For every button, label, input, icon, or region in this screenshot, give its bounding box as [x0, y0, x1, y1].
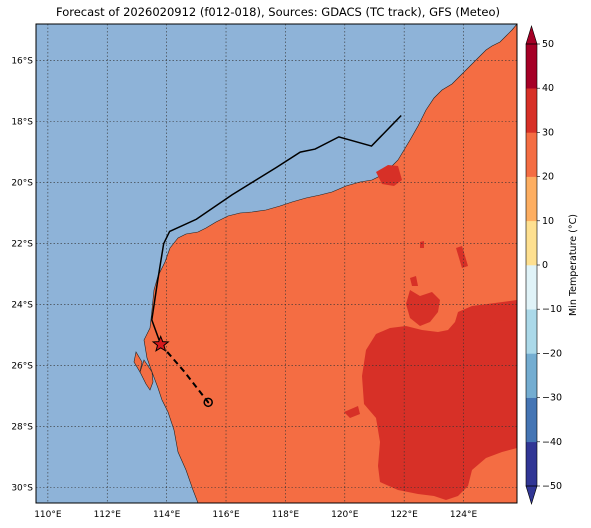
lon-tick-label: 122°E — [390, 510, 418, 520]
colorbar-tick-label: 20 — [542, 172, 554, 183]
lon-tick-label: 110°E — [34, 510, 62, 520]
storm-track — [151, 115, 402, 408]
hot-region-inland — [362, 300, 517, 500]
colorbar-segment — [526, 397, 537, 443]
forecast-end-marker — [203, 397, 213, 408]
current-position-star-icon — [151, 335, 170, 352]
hot-patch — [376, 165, 402, 186]
colorbar-segment — [526, 441, 537, 487]
colorbar-segment — [526, 44, 537, 89]
observed-track-line — [151, 115, 402, 345]
forecast-track-line — [159, 343, 209, 403]
colorbar-tick-label: 50 — [542, 39, 554, 50]
colorbar-tick-label: −20 — [542, 348, 562, 359]
lat-tick-label: 20°S — [11, 179, 33, 189]
colorbar-segment — [526, 265, 537, 310]
colorbar-tick-label: 10 — [542, 216, 554, 227]
hot-patch — [490, 320, 517, 330]
lat-tick-label: 30°S — [11, 484, 33, 494]
colorbar-label: Min Temperature (°C) — [568, 214, 579, 316]
colorbar-tick-label: −30 — [542, 393, 562, 404]
lat-tick-label: 26°S — [11, 362, 33, 372]
colorbar-segment — [526, 220, 537, 266]
colorbar-segment — [526, 309, 537, 354]
lon-tick-label: 114°E — [153, 510, 181, 520]
colorbar: 50 40 30 20 10 0 −10 −20 −30 −40 −50 Min Temperatur… — [525, 24, 579, 506]
hot-patch — [410, 276, 418, 286]
map-frame — [35, 23, 518, 504]
lon-tick-label: 124°E — [450, 510, 478, 520]
colorbar-tick-label: 0 — [542, 260, 548, 271]
forecast-end-dot — [207, 401, 210, 404]
axis-ticks: 110°E 112°E 114°E 116°E 118°E 120°E 122°E 124°E… — [11, 57, 477, 520]
hot-patch — [456, 246, 468, 268]
colorbar-tick-label: −40 — [542, 437, 562, 448]
graticule — [36, 24, 517, 503]
colorbar-tick-label: 30 — [542, 127, 554, 138]
lat-tick-label: 22°S — [11, 240, 33, 250]
lat-tick-label: 16°S — [11, 57, 33, 67]
hot-patch — [406, 290, 440, 326]
colorbar-tick-label: 40 — [542, 83, 554, 94]
lon-tick-label: 120°E — [331, 510, 359, 520]
colorbar-segment — [526, 132, 537, 177]
colorbar-tick-label: −10 — [542, 304, 562, 315]
hot-patch — [344, 406, 360, 418]
colorbar-min-arrow — [525, 485, 538, 506]
lat-tick-label: 28°S — [11, 423, 33, 433]
hot-patch — [420, 241, 424, 248]
colorbar-tick-label: −50 — [542, 481, 562, 492]
colorbar-segment — [526, 88, 537, 133]
lon-tick-label: 118°E — [272, 510, 300, 520]
colorbar-segment — [526, 353, 537, 398]
island — [133, 351, 143, 373]
colorbar-max-arrow — [525, 24, 538, 45]
lon-tick-label: 116°E — [212, 510, 240, 520]
figure-title: Forecast of 2026020912 (f012-018), Sourc… — [56, 5, 500, 19]
colorbar-segment — [526, 176, 537, 222]
lat-tick-label: 18°S — [11, 118, 33, 128]
lon-tick-label: 112°E — [94, 510, 122, 520]
lat-tick-label: 24°S — [11, 301, 33, 311]
